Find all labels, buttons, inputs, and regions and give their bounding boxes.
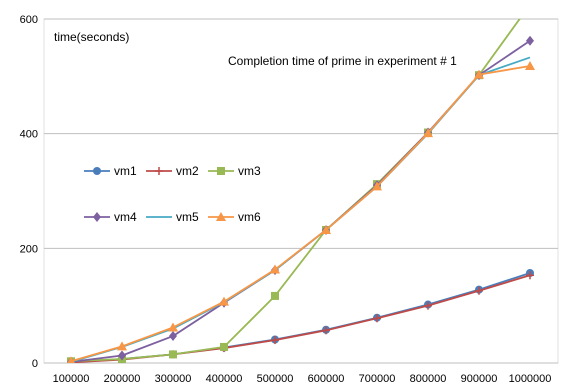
x-tick-label: 100000 (53, 373, 90, 385)
legend-label: vm3 (238, 164, 261, 178)
y-tick-label: 0 (32, 358, 38, 370)
legend-label: vm1 (114, 164, 137, 178)
data-point-vm6 (117, 341, 127, 351)
data-point-vm6 (372, 181, 382, 191)
data-point-vm2 (526, 271, 534, 280)
data-point-vm3 (271, 291, 279, 300)
data-point-vm6 (423, 128, 433, 138)
data-point-vm2 (424, 301, 432, 310)
x-tick-label: 800000 (410, 373, 447, 385)
data-point-vm6 (270, 264, 280, 274)
x-tick-label: 500000 (257, 373, 294, 385)
plot-area (43, 18, 559, 364)
legend-item-vm3: vm3 (208, 164, 261, 178)
x-tick-label: 400000 (206, 373, 243, 385)
chart-title: Completion time of prime in experiment #… (228, 54, 457, 68)
legend-item-vm5: vm5 (146, 210, 199, 224)
x-tick-label: 1000000 (509, 373, 552, 385)
series-line-vm6 (70, 65, 531, 363)
data-point-vm6 (67, 356, 75, 363)
data-point-vm2 (475, 286, 483, 295)
legend-label: vm6 (238, 210, 261, 224)
series-vm6 (67, 61, 535, 363)
data-point-vm2 (322, 326, 330, 335)
legend-item-vm4: vm4 (84, 210, 137, 224)
data-point-vm4 (526, 35, 534, 46)
data-point-vm4 (118, 350, 126, 361)
legend-swatch-marker (93, 167, 101, 175)
y-tick-labels: 0 200 400 600 (20, 14, 38, 370)
x-tick-label: 200000 (104, 373, 141, 385)
data-point-vm6 (474, 69, 484, 79)
x-tick-label: 900000 (461, 373, 498, 385)
legend-swatch-marker (217, 167, 225, 175)
legend-swatch-marker (93, 212, 101, 222)
legend-label: vm5 (176, 210, 199, 224)
data-point-vm6 (321, 224, 331, 234)
series-group (67, 19, 535, 363)
y-tick-label: 200 (20, 243, 38, 255)
legend-label: vm4 (114, 210, 137, 224)
legend-item-vm6: vm6 (208, 210, 261, 224)
gridlines (44, 18, 558, 364)
data-point-vm3 (169, 350, 177, 359)
y-tick-label: 400 (20, 129, 38, 141)
x-tick-label: 300000 (155, 373, 192, 385)
y-tick-label: 600 (20, 14, 38, 26)
data-point-vm6 (168, 322, 178, 332)
legend-swatch-marker (216, 212, 226, 221)
data-point-vm6 (219, 296, 229, 306)
x-tick-labels: 100000 200000 300000 400000 500000 600000 7000… (53, 373, 552, 385)
legend: vm1 vm2 vm3 vm4 vm5 vm6 (84, 164, 261, 224)
data-point-vm6 (525, 61, 535, 71)
legend-swatch-marker (155, 167, 163, 175)
x-tick-label: 600000 (308, 373, 345, 385)
data-point-vm2 (373, 314, 381, 323)
legend-label: vm2 (176, 164, 199, 178)
data-point-vm2 (271, 336, 279, 345)
data-point-vm3 (220, 342, 228, 351)
legend-item-vm2: vm2 (146, 164, 199, 178)
data-point-vm4 (169, 331, 177, 342)
x-tick-label: 700000 (359, 373, 396, 385)
legend-item-vm1: vm1 (84, 164, 137, 178)
y-axis-label: time(seconds) (54, 30, 129, 44)
